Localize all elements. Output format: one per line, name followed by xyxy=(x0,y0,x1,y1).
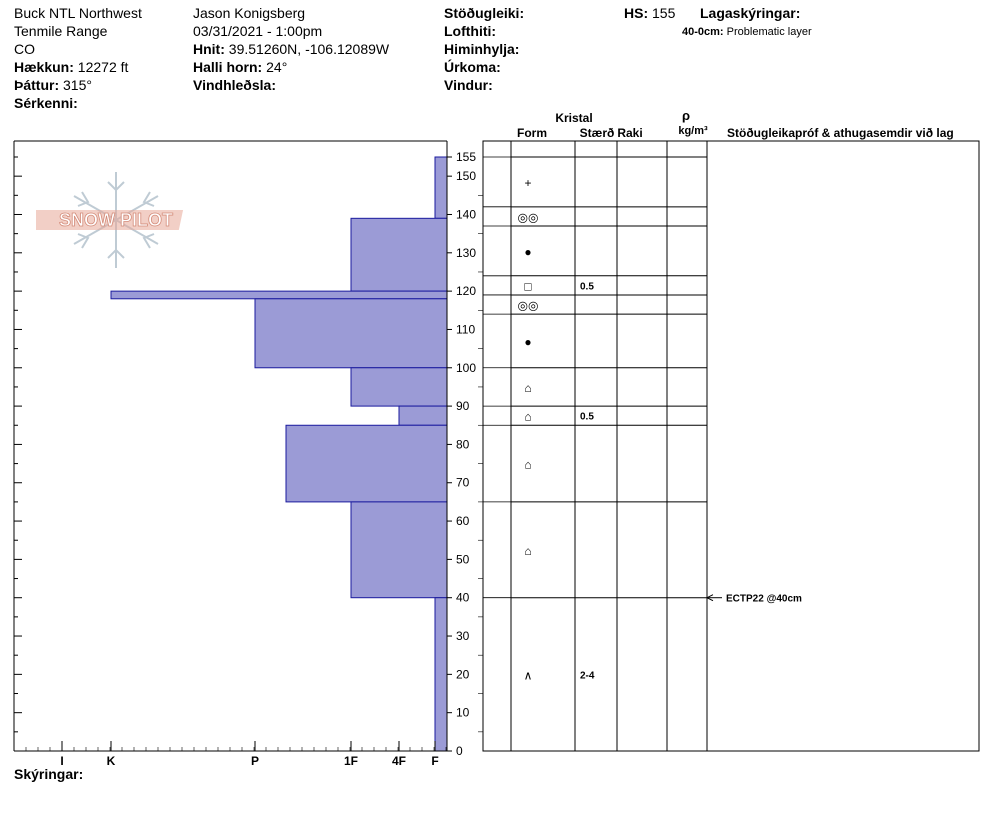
observation-datetime: 03/31/2021 - 1:00pm xyxy=(193,23,323,39)
hardness-axis: I K P 1F 4F F xyxy=(13,741,447,768)
logo-text: SNOW PILOT xyxy=(59,210,173,230)
column-density-unit: kg/m³ xyxy=(678,125,708,137)
slope-angle: Halli horn: 24° xyxy=(193,59,288,75)
hardness-bar-6 xyxy=(285,424,448,503)
depth-tick-label-110: 110 xyxy=(456,322,475,336)
stability: Stöðugleiki: xyxy=(444,5,525,21)
coordinates: Hnit: 39.51260N, -106.12089W xyxy=(193,41,390,57)
aspect: Þáttur: 315° xyxy=(14,77,92,93)
table-rows: + ◎◎ ● □ 0.5 ◎◎ ● ⌂ ⌂ 0.5 ⌂ ⌂ ∧ 2-4 ECTP22 @40cm xyxy=(483,156,802,752)
crystal-form-10: ∧ xyxy=(524,668,533,682)
hardness-layers xyxy=(110,156,448,752)
table-border xyxy=(482,140,980,752)
crystal-size-3: 0.5 xyxy=(580,281,594,292)
crystal-form-2: ● xyxy=(524,245,531,259)
air-temp: Lofthiti: xyxy=(444,23,497,39)
depth-tick-label-20: 20 xyxy=(456,667,470,681)
stability-test-label-0: ECTP22 @40cm xyxy=(726,594,802,605)
depth-tick-label-100: 100 xyxy=(456,361,476,375)
layer-notes-entry: 40-0cm: Problematic layer xyxy=(682,26,812,38)
hardness-tick-label-1F: 1F xyxy=(344,754,358,768)
depth-tick-label-30: 30 xyxy=(456,629,470,643)
crystal-form-1: ◎◎ xyxy=(518,210,539,224)
header-middle: Jason Konigsberg 03/31/2021 - 1:00pm Hni… xyxy=(193,4,389,94)
column-moisture-header: Raki xyxy=(617,126,642,140)
header-left: Buck NTL Northwest Tenmile Range CO Hækk… xyxy=(14,4,142,112)
depth-tick-label-150: 150 xyxy=(456,169,476,183)
stability-test-arrowhead-0 xyxy=(705,594,714,602)
hardness-tick-label-K: K xyxy=(107,754,116,768)
depth-tick-label-0: 0 xyxy=(456,744,463,758)
column-size-header: Stærð xyxy=(580,126,615,140)
hardness-tick-label-I: I xyxy=(60,754,63,768)
depth-axis: 0 10 20 30 40 50 60 70 80 90 100 110 120 130 140 150 155 xyxy=(447,150,483,758)
header-right: Stöðugleiki: Lofthiti: Himinhylja: Úrkom… xyxy=(444,4,524,94)
wind-loading: Vindhleðsla: xyxy=(193,77,276,93)
hardness-tick-label-4F: 4F xyxy=(392,754,406,768)
depth-tick-label-140: 140 xyxy=(456,207,476,221)
hardness-tick-label-F: F xyxy=(431,754,438,768)
depth-tick-label-130: 130 xyxy=(456,246,476,260)
features: Sérkenni: xyxy=(14,95,78,111)
observer-name: Jason Konigsberg xyxy=(193,5,306,21)
hardness-tick-label-P: P xyxy=(251,754,259,768)
comments-label: Skýringar: xyxy=(14,766,84,782)
table-frame xyxy=(482,140,980,752)
hardness-frame xyxy=(13,140,448,752)
crystal-form-0: + xyxy=(524,176,531,190)
crystal-form-9: ⌂ xyxy=(524,544,531,558)
column-rho-header: ρ xyxy=(682,108,690,123)
column-stability-tests-header: Stöðugleikapróf & athugasemdir við lag xyxy=(727,126,954,140)
depth-tick-label-40: 40 xyxy=(456,591,470,605)
depth-tick-label-80: 80 xyxy=(456,437,470,451)
precipitation: Úrkoma: xyxy=(444,59,501,75)
snowpilot-logo: SNOW PILOT xyxy=(36,172,184,268)
hardness-bar-1 xyxy=(350,217,448,292)
sky-cover: Himinhylja: xyxy=(444,41,520,57)
hardness-bar-7 xyxy=(350,501,448,599)
elevation: Hækkun: 12272 ft xyxy=(14,59,129,75)
mountain-range: Tenmile Range xyxy=(14,23,108,39)
depth-tick-label-10: 10 xyxy=(456,706,470,720)
crystal-form-5: ● xyxy=(524,335,531,349)
crystal-form-6: ⌂ xyxy=(524,381,531,395)
crystal-form-7: ⌂ xyxy=(524,410,531,424)
depth-tick-label-155: 155 xyxy=(456,150,476,164)
depth-tick-label-120: 120 xyxy=(456,284,476,298)
depth-tick-label-50: 50 xyxy=(456,552,470,566)
wind: Vindur: xyxy=(444,77,493,93)
crystal-form-8: ⌂ xyxy=(524,458,531,472)
crystal-form-4: ◎◎ xyxy=(518,299,539,313)
depth-tick-label-90: 90 xyxy=(456,399,470,413)
snow-height: HS: 155 xyxy=(624,5,676,21)
column-form-header: Form xyxy=(517,126,547,140)
depth-tick-label-70: 70 xyxy=(456,476,470,490)
location-name: Buck NTL Northwest xyxy=(14,5,142,21)
state: CO xyxy=(14,41,35,57)
crystal-form-3: □ xyxy=(524,279,531,293)
layer-notes-title: Lagaskýringar: xyxy=(700,5,801,21)
crystal-size-10: 2-4 xyxy=(580,670,595,681)
column-crystal-header: Kristal xyxy=(555,111,592,125)
crystal-size-7: 0.5 xyxy=(580,412,594,423)
depth-tick-label-60: 60 xyxy=(456,514,470,528)
